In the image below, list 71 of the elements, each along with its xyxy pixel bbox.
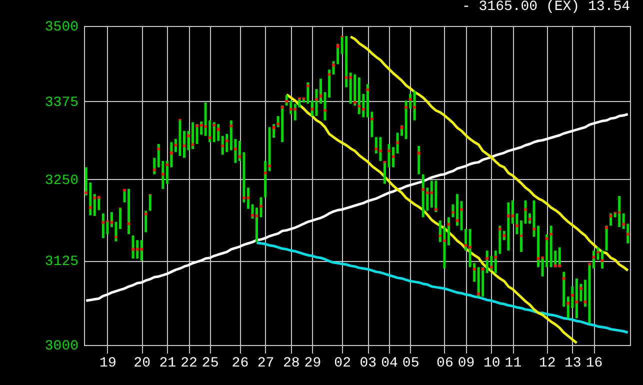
candlestick (212, 120, 216, 144)
x-tick-label: 13 (564, 356, 582, 372)
x-tick-label: 03 (360, 356, 377, 372)
candlestick (486, 249, 489, 274)
candlestick (618, 194, 621, 228)
line-series (285, 93, 578, 344)
candlestick (506, 201, 510, 252)
candlestick (456, 192, 459, 227)
candlestick (140, 238, 144, 262)
x-tick-label: 19 (100, 356, 116, 372)
chart-title: - 3165.00 (EX) 13.54 (462, 0, 630, 15)
candlestick (430, 179, 434, 209)
line-series (256, 241, 630, 334)
candlestick (558, 246, 562, 268)
x-tick-label: 26 (232, 356, 249, 372)
line-series (349, 35, 630, 272)
candlestick (260, 196, 263, 219)
x-tick-label: 11 (504, 356, 522, 372)
x-tick-label: 20 (134, 356, 150, 372)
candlestick (417, 144, 420, 176)
candlestick (392, 146, 395, 169)
y-tick-label: 3500 (44, 20, 78, 36)
candlestick (178, 118, 182, 158)
candlestick (289, 99, 292, 116)
candlestick (102, 212, 105, 240)
x-tick-label: 12 (538, 356, 556, 372)
x-tick-label: 28 (282, 356, 300, 372)
candlestick (490, 254, 493, 272)
candlestick (358, 76, 361, 116)
candlestick (132, 234, 135, 260)
candlestick (600, 249, 604, 270)
x-tick-label: 09 (458, 356, 475, 372)
x-tick-label: 16 (586, 356, 603, 372)
candlestick (550, 224, 553, 268)
candlestick (216, 122, 220, 142)
y-tick-label: 3125 (44, 254, 78, 270)
y-tick-label: 3000 (44, 338, 78, 354)
candlestick (144, 210, 148, 234)
x-tick-label: 04 (381, 356, 398, 372)
x-tick-label: 06 (436, 356, 454, 372)
candlestick (127, 188, 130, 236)
x-tick-label: 29 (304, 356, 322, 372)
y-tick-label: 3375 (44, 94, 78, 111)
x-tick-label: 27 (257, 356, 274, 372)
candlestick (152, 156, 156, 176)
candlestick (280, 104, 284, 144)
y-tick-label: 3250 (44, 172, 78, 189)
candlestick (221, 134, 224, 156)
candlestick (477, 266, 480, 298)
candlestick (562, 270, 566, 308)
candlestick (196, 122, 199, 146)
candlestick (378, 136, 382, 162)
candlestick (575, 277, 578, 320)
candlestick (413, 90, 416, 122)
x-tick-label: 05 (402, 356, 420, 372)
candlestick (294, 102, 297, 122)
x-tick-label: 02 (334, 356, 351, 372)
line-series (84, 112, 630, 302)
candlestick (136, 238, 139, 260)
candlestick (605, 224, 608, 252)
candlestick (422, 173, 425, 219)
candlestick (592, 249, 596, 270)
x-tick-label: 22 (180, 356, 198, 372)
x-tick-label: 25 (202, 356, 219, 372)
candlestick (434, 179, 438, 214)
candlestick (191, 120, 194, 150)
x-tick-label: 21 (159, 356, 176, 372)
candlestick (609, 212, 612, 227)
candlestick (447, 216, 450, 247)
x-tick-label: 10 (483, 356, 500, 372)
candlestick (264, 160, 267, 199)
